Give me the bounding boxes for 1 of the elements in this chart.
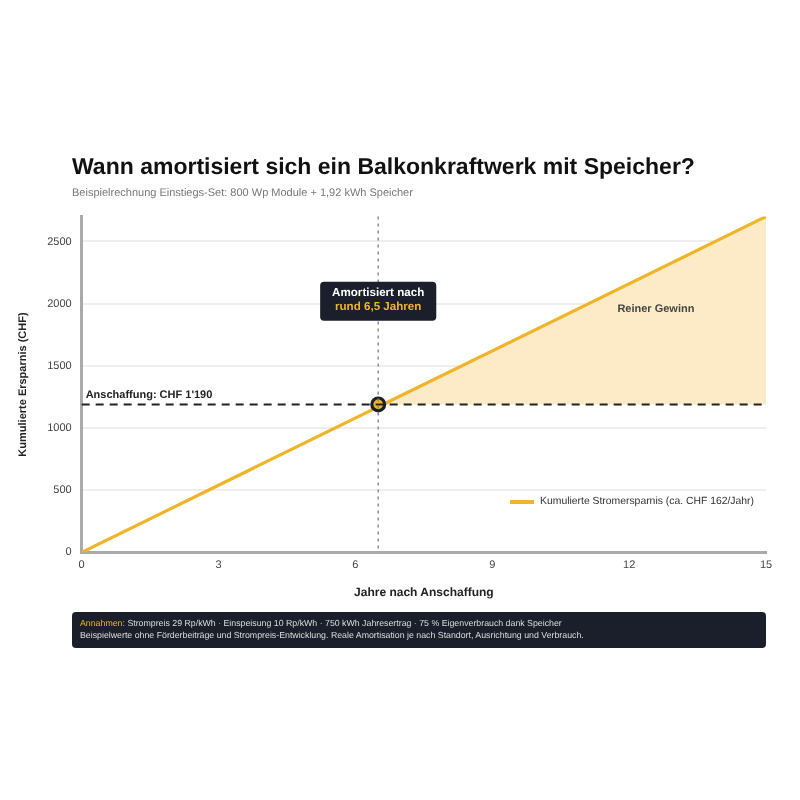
- chart-title: Wann amortisiert sich ein Balkonkraftwerk mit Speicher?: [72, 156, 695, 180]
